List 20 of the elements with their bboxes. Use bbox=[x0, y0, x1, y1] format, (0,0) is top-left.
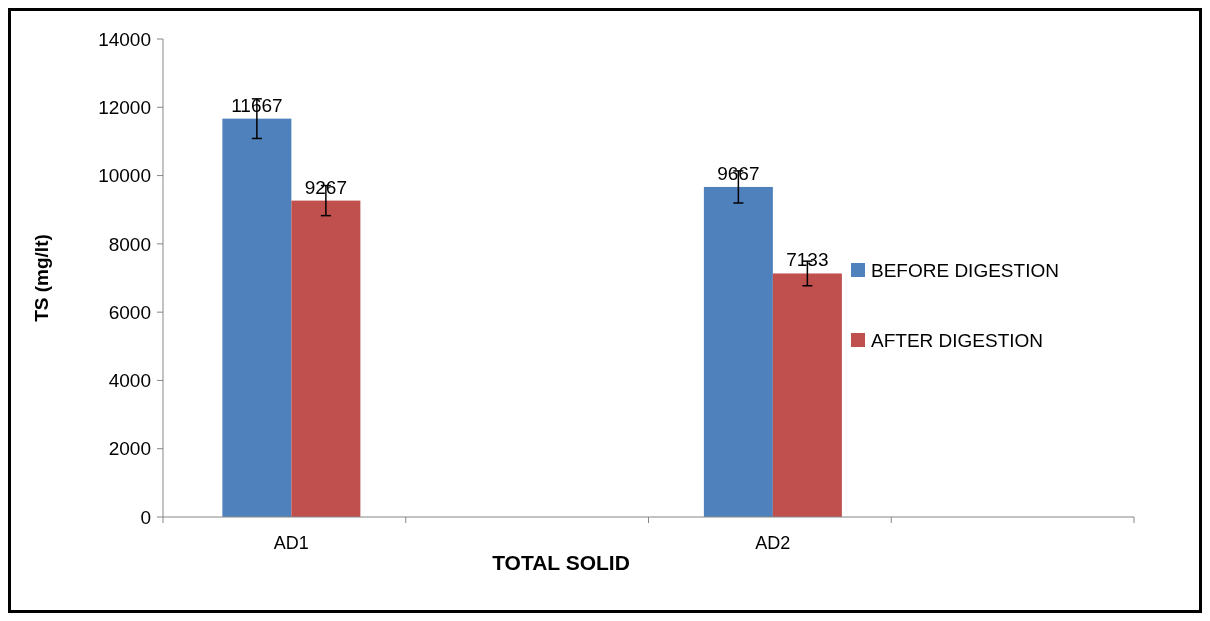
legend-label: BEFORE DIGESTION bbox=[871, 259, 1059, 281]
x-tick-label: AD1 bbox=[273, 533, 309, 553]
y-tick-label: 2000 bbox=[108, 438, 151, 460]
bar bbox=[772, 273, 842, 517]
y-tick-label: 8000 bbox=[108, 233, 151, 255]
bar bbox=[222, 118, 292, 517]
y-axis-title: TS (mg/lt) bbox=[31, 234, 52, 322]
x-axis-title: TOTAL SOLID bbox=[492, 551, 630, 574]
data-label: 9267 bbox=[304, 176, 348, 198]
bar bbox=[291, 200, 361, 517]
legend-label: AFTER DIGESTION bbox=[871, 329, 1044, 351]
y-tick-label: 6000 bbox=[108, 301, 151, 323]
data-label: 7133 bbox=[786, 249, 829, 271]
y-tick-label: 10000 bbox=[98, 165, 151, 187]
y-tick-label: 0 bbox=[140, 506, 151, 528]
bar bbox=[703, 186, 773, 517]
y-tick-label: 14000 bbox=[98, 28, 151, 50]
x-tick-label: AD2 bbox=[755, 533, 791, 553]
y-tick-label: 12000 bbox=[98, 96, 151, 118]
y-tick-label: 4000 bbox=[108, 370, 151, 392]
